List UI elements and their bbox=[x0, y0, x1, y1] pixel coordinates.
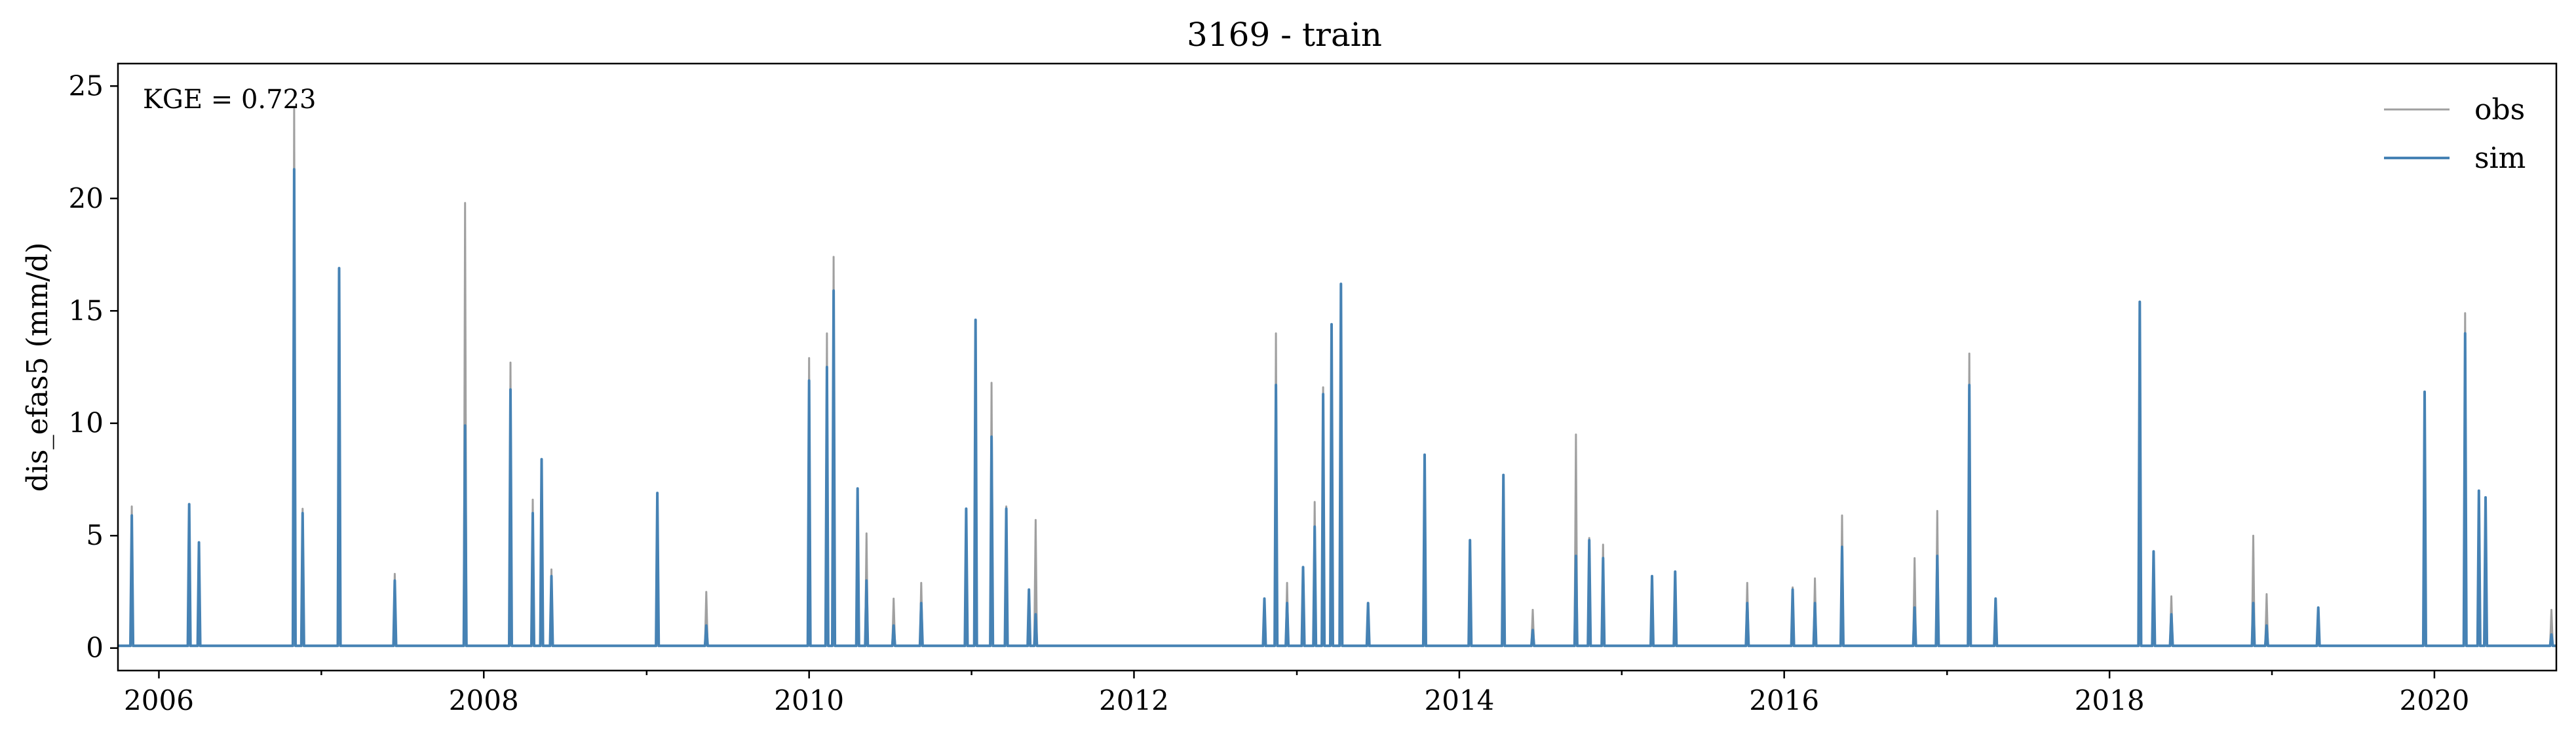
y-tick-label: 25 bbox=[69, 69, 104, 102]
x-tick-label: 2018 bbox=[2075, 684, 2145, 716]
x-tick-label: 2010 bbox=[774, 684, 844, 716]
legend-label-obs: obs bbox=[2474, 93, 2525, 127]
y-axis-label: dis_efas5 (mm/d) bbox=[21, 243, 54, 492]
legend-label-sim: sim bbox=[2474, 142, 2526, 175]
x-tick-label: 2012 bbox=[1099, 684, 1169, 716]
x-tick-label: 2008 bbox=[449, 684, 519, 716]
y-tick-label: 10 bbox=[69, 407, 104, 439]
series-layer bbox=[118, 107, 2556, 648]
plot-frame bbox=[117, 62, 2558, 672]
chart-title: 3169 - train bbox=[1187, 16, 1382, 54]
x-tick-label: 2006 bbox=[124, 684, 194, 716]
legend: obs sim bbox=[2384, 93, 2526, 175]
y-tick-label: 0 bbox=[86, 632, 104, 664]
x-tick-label: 2020 bbox=[2399, 684, 2469, 716]
y-axis: 0 5 10 15 20 25 bbox=[69, 69, 118, 664]
sim-series-line bbox=[118, 168, 2556, 648]
x-tick-label: 2014 bbox=[1424, 684, 1494, 716]
x-tick-label: 2016 bbox=[1749, 684, 1819, 716]
y-tick-label: 15 bbox=[69, 294, 104, 326]
x-axis: 2006 2008 2010 2012 2014 2016 2018 2020 bbox=[124, 671, 2469, 716]
kge-annotation: KGE = 0.723 bbox=[143, 85, 317, 115]
plot-area bbox=[118, 64, 2556, 671]
y-tick-label: 5 bbox=[86, 519, 104, 551]
y-tick-label: 20 bbox=[69, 182, 104, 214]
